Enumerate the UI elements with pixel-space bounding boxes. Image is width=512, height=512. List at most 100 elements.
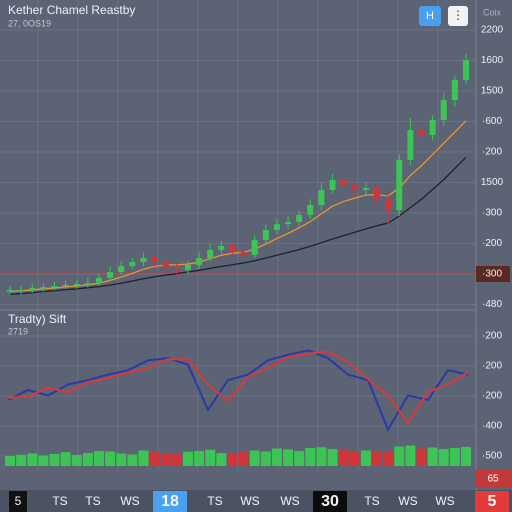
tab-label[interactable]: 18 bbox=[161, 493, 179, 510]
volume-bar bbox=[238, 452, 249, 466]
volume-bar bbox=[383, 451, 394, 466]
candle-body bbox=[285, 221, 292, 225]
tab-label[interactable]: 5 bbox=[488, 493, 497, 510]
price-tag-box bbox=[475, 470, 512, 488]
tab-label[interactable]: 5 bbox=[15, 494, 22, 508]
tab-label[interactable]: TS bbox=[85, 494, 100, 508]
menu-button[interactable] bbox=[448, 6, 468, 26]
volume-bar bbox=[271, 448, 282, 466]
candle-body bbox=[140, 258, 147, 262]
candle-body bbox=[262, 230, 269, 241]
candle-body bbox=[362, 188, 369, 190]
candle-body bbox=[463, 60, 469, 80]
subtitle: 27, 0OS19 bbox=[8, 18, 51, 28]
candle-body bbox=[418, 130, 425, 136]
candle-body bbox=[318, 189, 325, 206]
candle-body bbox=[29, 287, 36, 290]
volume-bar bbox=[82, 453, 93, 466]
grid bbox=[0, 0, 476, 470]
candle-body bbox=[84, 283, 91, 285]
price-axis-label: 1600 bbox=[481, 55, 504, 66]
candle-body bbox=[162, 261, 169, 269]
h-button-label[interactable]: H bbox=[426, 10, 434, 22]
volume-bar bbox=[260, 451, 271, 466]
candle-body bbox=[218, 245, 225, 250]
tab-label[interactable]: WS bbox=[398, 494, 417, 508]
tab-box[interactable] bbox=[313, 491, 347, 512]
candle-body bbox=[407, 130, 414, 160]
h-button[interactable] bbox=[419, 6, 441, 26]
tab-label[interactable]: WS bbox=[280, 494, 299, 508]
volume-bar bbox=[416, 448, 427, 466]
menu-button-label[interactable]: ⋮ bbox=[452, 8, 464, 22]
osc-axis-label: ·200 bbox=[482, 331, 502, 342]
tab-label[interactable]: WS bbox=[240, 494, 259, 508]
volume-bar bbox=[149, 452, 160, 466]
volume-bar bbox=[338, 450, 349, 466]
volume-bar bbox=[283, 449, 294, 466]
volume-bar bbox=[60, 452, 71, 466]
volume-bar bbox=[138, 450, 149, 466]
volume-bar bbox=[5, 456, 15, 466]
tab-label[interactable]: WS bbox=[120, 494, 139, 508]
tab-box[interactable] bbox=[9, 491, 27, 512]
candle-body bbox=[73, 284, 80, 286]
osc-axis-label: ·500 bbox=[482, 451, 502, 462]
candle-body bbox=[173, 268, 180, 271]
candle-body bbox=[340, 179, 347, 185]
candle-body bbox=[273, 224, 280, 230]
volume-bar bbox=[160, 454, 171, 466]
price-axis-label: ·600 bbox=[482, 116, 502, 127]
osc-axis-label: ·400 bbox=[482, 421, 502, 432]
volume-bar bbox=[93, 451, 104, 466]
price-axis-label: 1500 bbox=[481, 86, 504, 97]
volume-bar bbox=[316, 447, 327, 466]
tab-label[interactable]: 30 bbox=[321, 493, 339, 510]
label-right: Coix bbox=[483, 7, 502, 17]
volume-bar bbox=[127, 454, 138, 466]
candle-body bbox=[307, 205, 314, 215]
ma-fast bbox=[9, 120, 467, 293]
tab-label[interactable]: TS bbox=[207, 494, 222, 508]
candle-body bbox=[51, 286, 58, 288]
bottom-bar bbox=[0, 490, 512, 512]
volume-bar bbox=[216, 453, 227, 466]
volume-bar bbox=[205, 449, 216, 466]
candle-body bbox=[329, 179, 336, 190]
candle-body bbox=[129, 261, 136, 267]
candle-body bbox=[7, 289, 13, 292]
candle-body bbox=[351, 184, 358, 190]
tab-box[interactable] bbox=[475, 491, 509, 512]
osc-line bbox=[7, 350, 469, 425]
volume-bar bbox=[227, 454, 238, 466]
price-axis-label: 2200 bbox=[481, 25, 504, 36]
candle-body bbox=[62, 284, 69, 287]
volume-bar bbox=[427, 447, 438, 466]
volume-bar bbox=[182, 451, 193, 466]
title: Kether Chamel Reastby bbox=[8, 3, 135, 17]
tab-label[interactable]: TS bbox=[364, 494, 379, 508]
volume-bar bbox=[360, 450, 371, 466]
candle-body bbox=[240, 252, 247, 255]
volume-bar bbox=[38, 455, 49, 466]
tab-label[interactable]: TS bbox=[52, 494, 67, 508]
tab-box[interactable] bbox=[153, 491, 187, 512]
price-axis-label: ·200 bbox=[482, 147, 502, 158]
volume-bar bbox=[327, 449, 338, 466]
osc-line bbox=[7, 349, 469, 432]
osc-subtitle: 2719 bbox=[8, 326, 28, 336]
candle-body bbox=[440, 100, 447, 120]
candle-body bbox=[385, 200, 392, 211]
volume-bar bbox=[394, 446, 405, 466]
candle-body bbox=[18, 289, 25, 292]
volume-bar bbox=[372, 452, 383, 466]
candle-body bbox=[451, 79, 458, 101]
candle-body bbox=[229, 245, 236, 253]
volume-bar bbox=[71, 455, 82, 466]
price-axis-label: 1500 bbox=[481, 177, 504, 188]
tab-label[interactable]: WS bbox=[435, 494, 454, 508]
candle-body bbox=[107, 272, 114, 278]
